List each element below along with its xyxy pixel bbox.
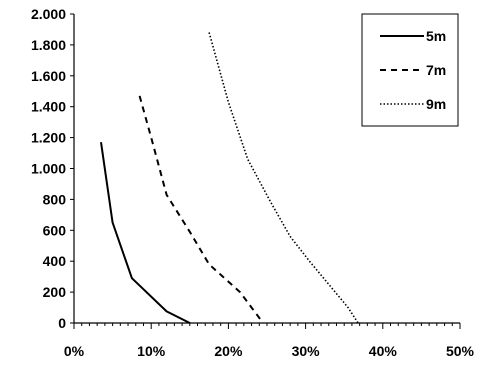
y-tick-label: 800 <box>43 191 67 207</box>
legend: 5m 7m 9m <box>361 13 459 127</box>
y-tick-label: 200 <box>43 284 67 300</box>
x-tick-label: 30% <box>292 343 321 359</box>
y-tick-label: 0 <box>58 315 66 331</box>
y-tick-label: 400 <box>43 253 67 269</box>
legend-label-9m: 9m <box>426 96 446 112</box>
y-tick-label: 1.600 <box>31 68 66 84</box>
x-tick-label: 20% <box>214 343 243 359</box>
x-tick-label: 40% <box>369 343 398 359</box>
x-tick-label: 50% <box>446 343 475 359</box>
y-tick-label: 1.400 <box>31 99 66 115</box>
legend-box <box>361 13 459 127</box>
y-tick-label: 1.200 <box>31 130 66 146</box>
legend-label-5m: 5m <box>426 28 446 44</box>
axes: 0 200 400 600 800 1.000 1.200 1.400 1.600 1.800 2.… <box>31 6 475 359</box>
y-tick-label: 600 <box>43 222 67 238</box>
series-line-9m <box>208 32 359 324</box>
x-tick-label: 0% <box>64 343 85 359</box>
series-line-7m <box>138 95 264 324</box>
y-tick-label: 2.000 <box>31 6 66 22</box>
x-tick-label: 10% <box>137 343 166 359</box>
legend-label-7m: 7m <box>426 62 446 78</box>
series-layer <box>100 32 359 324</box>
y-tick-label: 1.000 <box>31 161 66 177</box>
series-line-5m <box>100 142 191 324</box>
y-tick-label: 1.800 <box>31 37 66 53</box>
